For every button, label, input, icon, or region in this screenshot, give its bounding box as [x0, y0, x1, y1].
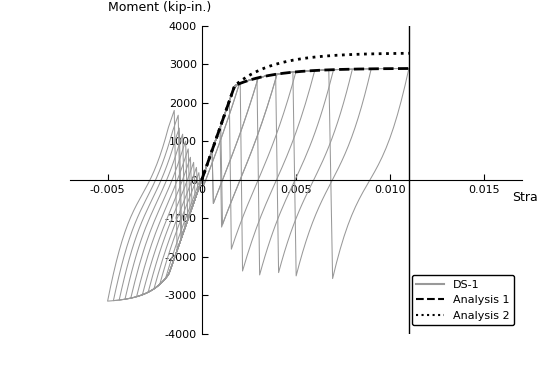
Analysis 2 [321, 54, 328, 58]
Analysis 2 [199, 178, 205, 182]
Analysis 1 [406, 66, 412, 71]
Analysis 1 [322, 68, 328, 72]
Analysis 1 [199, 176, 206, 180]
Legend: DS-1, Analysis 1, Analysis 2: DS-1, Analysis 1, Analysis 2 [412, 275, 514, 325]
Analysis 2 [373, 52, 379, 56]
Analysis 2 [325, 53, 332, 58]
Analysis 1 [321, 68, 328, 72]
Text: Moment (kip-in.): Moment (kip-in.) [108, 1, 211, 14]
Line: Analysis 1: Analysis 1 [202, 69, 409, 180]
Analysis 2 [406, 51, 412, 56]
Line: Analysis 2: Analysis 2 [202, 53, 409, 180]
Analysis 1 [325, 68, 332, 72]
Text: Strain: Strain [512, 191, 538, 204]
Analysis 1 [386, 66, 393, 71]
Analysis 2 [199, 176, 206, 180]
Analysis 2 [386, 51, 393, 56]
Analysis 2 [322, 54, 328, 58]
Analysis 1 [199, 178, 205, 182]
Analysis 1 [373, 66, 379, 71]
